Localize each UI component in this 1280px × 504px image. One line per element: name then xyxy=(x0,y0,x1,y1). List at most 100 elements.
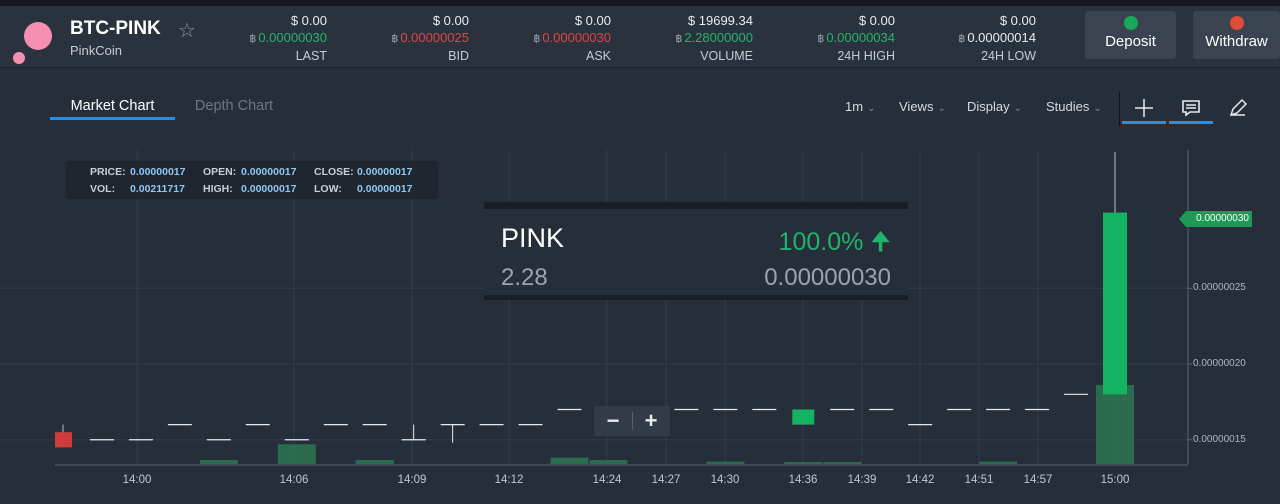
y-tick-label: 0.00000020 xyxy=(1193,358,1246,370)
stat-label: 24H HIGH xyxy=(837,49,895,63)
deposit-button[interactable]: Deposit xyxy=(1085,11,1176,59)
stat-btc: ฿ 0.00000014 xyxy=(958,29,1036,48)
volume-bar xyxy=(199,460,238,464)
toolbar-divider xyxy=(1119,92,1120,126)
volume-bar xyxy=(277,444,316,464)
x-tick-label: 14:42 xyxy=(905,474,935,486)
info-close-label: CLOSE: xyxy=(314,166,354,178)
display-label: Display xyxy=(967,99,1010,114)
stat-btc-value: 0.00000014 xyxy=(967,30,1036,45)
pair-title: BTC-PINK xyxy=(70,18,161,39)
stat-label: ASK xyxy=(585,49,611,63)
stat-btc: ฿ 0.00000025 xyxy=(391,29,469,48)
volume-bar xyxy=(1096,385,1134,464)
x-tick-label: 14:24 xyxy=(592,474,622,486)
x-tick-label: 14:57 xyxy=(1023,474,1053,486)
bitcoin-icon: ฿ xyxy=(675,33,683,45)
stat-usd: $ 0.00 xyxy=(290,13,327,28)
zoom-out-button[interactable]: − xyxy=(606,408,620,433)
x-tick-label: 14:39 xyxy=(847,474,877,486)
info-price-value: 0.00000017 xyxy=(130,166,186,178)
pinkcoin-logo-icon xyxy=(13,22,52,64)
candle-body xyxy=(792,409,815,425)
x-tick-label: 14:27 xyxy=(651,474,681,486)
info-price-label: PRICE: xyxy=(90,166,126,178)
pencil-icon xyxy=(1229,98,1248,117)
stat-btc-value: 0.00000034 xyxy=(826,30,895,45)
x-tick-label: 14:00 xyxy=(122,474,152,486)
current-price-tag: 0.00000030 xyxy=(1179,211,1252,227)
favorite-star-icon[interactable]: ☆ xyxy=(178,20,196,42)
overlay-coin: PINK xyxy=(501,223,565,253)
ticker-overlay: PINK 100.0% 🠉 2.28 0.00000030 xyxy=(484,202,908,300)
zoom-in-button[interactable]: + xyxy=(644,408,658,433)
coin-name: PinkCoin xyxy=(70,43,123,58)
stat-btc-value: 0.00000030 xyxy=(542,30,611,45)
stat-usd: $ 0.00 xyxy=(858,13,895,28)
volume-bar xyxy=(550,457,589,464)
stat-usd: $ 0.00 xyxy=(574,13,611,28)
volume-bar xyxy=(784,462,823,464)
y-tick-label: 0.00000025 xyxy=(1193,282,1246,294)
bitcoin-icon: ฿ xyxy=(249,33,257,45)
comment-icon xyxy=(1182,100,1200,117)
tab-depth-chart[interactable]: Depth Chart xyxy=(194,98,274,114)
chevron-down-icon: ⌄ xyxy=(1093,103,1102,114)
bitcoin-icon: ฿ xyxy=(391,33,399,45)
x-tick-label: 14:09 xyxy=(397,474,427,486)
deposit-icon xyxy=(1123,16,1138,30)
display-dropdown[interactable]: Display ⌄ xyxy=(967,99,1022,114)
stat-label: 24H LOW xyxy=(981,49,1036,63)
candle-body xyxy=(1103,212,1127,395)
info-low-value: 0.00000017 xyxy=(357,183,413,195)
info-open-label: OPEN: xyxy=(203,166,237,178)
overlay-volume: 2.28 xyxy=(501,264,548,291)
stat-last: $ 0.00 ฿ 0.00000030 LAST xyxy=(249,13,327,64)
y-tick-label: 0.00000015 xyxy=(1193,433,1246,445)
info-open-value: 0.00000017 xyxy=(241,166,297,178)
overlay-change: 100.0% 🠉 xyxy=(779,223,891,266)
stat-label: BID xyxy=(448,49,469,63)
withdraw-button[interactable]: Withdraw xyxy=(1193,11,1280,59)
deposit-label: Deposit xyxy=(1105,33,1156,50)
stat-volume: $ 19699.34 ฿ 2.28000000 VOLUME xyxy=(675,13,753,64)
stat-ask: $ 0.00 ฿ 0.00000030 ASK xyxy=(533,13,611,64)
comment-button[interactable] xyxy=(1169,94,1213,124)
x-tick-label: 14:12 xyxy=(494,474,524,486)
tab-market-chart[interactable]: Market Chart xyxy=(50,98,175,120)
stat-btc: ฿ 0.00000034 xyxy=(817,29,895,48)
volume-bar xyxy=(979,461,1018,464)
draw-button[interactable] xyxy=(1216,94,1260,124)
chevron-down-icon: ⌄ xyxy=(937,103,946,114)
info-vol-value: 0.00211717 xyxy=(130,183,185,195)
arrow-up-icon: 🠉 xyxy=(870,228,891,256)
volume-bar xyxy=(706,461,745,464)
x-tick-label: 15:00 xyxy=(1100,474,1130,486)
chevron-down-icon: ⌄ xyxy=(867,103,876,114)
stat-label: LAST xyxy=(295,49,327,63)
bitcoin-icon: ฿ xyxy=(533,33,541,45)
studies-dropdown[interactable]: Studies ⌄ xyxy=(1046,99,1102,114)
stat-usd: $ 19699.34 xyxy=(687,13,753,28)
stat-btc: ฿ 0.00000030 xyxy=(249,29,327,48)
stat-btc: ฿ 0.00000030 xyxy=(533,29,611,48)
studies-label: Studies xyxy=(1046,99,1090,114)
overlay-change-value: 100.0% xyxy=(778,228,864,256)
stat-btc-value: 0.00000025 xyxy=(400,30,469,45)
crosshair-button[interactable] xyxy=(1122,94,1166,124)
info-high-value: 0.00000017 xyxy=(241,183,297,195)
withdraw-icon xyxy=(1229,16,1244,30)
market-header: BTC-PINK ☆ PinkCoin $ 0.00 ฿ 0.00000030 LAS… xyxy=(0,6,1280,68)
candle-body xyxy=(55,432,72,448)
stat-btc-value: 2.28000000 xyxy=(684,30,753,45)
candle-info-box: PRICE: 0.00000017 OPEN: 0.00000017 CLOSE… xyxy=(66,161,438,199)
views-dropdown[interactable]: Views ⌄ xyxy=(899,99,946,114)
interval-dropdown[interactable]: 1m ⌄ xyxy=(845,99,875,114)
top-strip xyxy=(0,0,1280,6)
info-vol-label: VOL: xyxy=(90,183,116,195)
info-close-value: 0.00000017 xyxy=(357,166,413,178)
x-tick-label: 14:06 xyxy=(279,474,309,486)
crosshair-icon xyxy=(1135,99,1153,117)
stat-btc-value: 0.00000030 xyxy=(258,30,327,45)
x-tick-label: 14:30 xyxy=(710,474,740,486)
